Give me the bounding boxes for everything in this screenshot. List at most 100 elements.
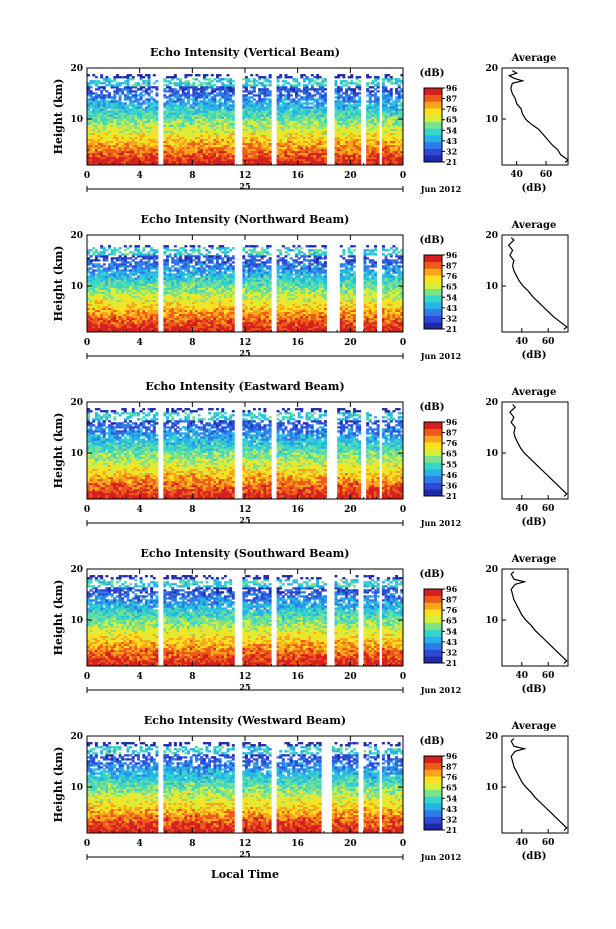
echo-cell	[353, 110, 356, 112]
echo-cell	[398, 139, 401, 141]
echo-cell	[292, 149, 295, 151]
echo-cell	[132, 302, 135, 304]
echo-cell	[390, 94, 393, 96]
echo-cell	[121, 125, 124, 127]
echo-cell	[211, 88, 214, 90]
echo-cell	[203, 127, 206, 129]
echo-cell	[169, 161, 172, 163]
echo-cell	[282, 139, 285, 141]
echo-cell	[90, 271, 93, 273]
echo-cell	[113, 149, 116, 151]
echo-cell	[192, 82, 195, 84]
echo-cell	[129, 271, 132, 273]
echo-cell	[279, 129, 282, 131]
echo-cell	[127, 318, 130, 320]
echo-cell	[166, 123, 169, 125]
echo-cell	[129, 123, 132, 125]
echo-cell	[374, 135, 377, 137]
echo-cell	[232, 131, 235, 133]
echo-cell	[269, 117, 272, 119]
beam-panel-0: Echo Intensity (Vertical Beam)0 4 8 12 16 20 0…	[52, 46, 568, 194]
echo-cell	[124, 98, 127, 100]
echo-cell	[129, 322, 132, 324]
echo-cell	[398, 161, 401, 163]
echo-cell	[113, 310, 116, 312]
echo-cell	[245, 139, 248, 141]
echo-cell	[216, 100, 219, 102]
echo-cell	[111, 151, 114, 153]
echo-cell	[229, 133, 232, 135]
echo-cell	[113, 117, 116, 119]
echo-cell	[392, 125, 395, 127]
echo-cell	[100, 328, 103, 330]
echo-cell	[395, 110, 398, 112]
echo-cell	[184, 117, 187, 119]
echo-cell	[308, 102, 311, 104]
echo-cell	[395, 129, 398, 131]
echo-cell	[127, 119, 130, 121]
echo-cell	[190, 127, 193, 129]
echo-cell	[221, 155, 224, 157]
echo-cell	[390, 92, 393, 94]
echo-cell	[229, 131, 232, 133]
echo-cell	[90, 161, 93, 163]
echo-cell	[103, 82, 106, 84]
echo-cell	[211, 143, 214, 145]
echo-cell	[95, 88, 98, 90]
echo-cell	[285, 157, 288, 159]
echo-cell	[111, 302, 114, 304]
echo-cell	[121, 137, 124, 139]
echo-cell	[256, 117, 259, 119]
echo-cell	[277, 88, 280, 90]
echo-cell	[155, 127, 158, 129]
echo-cell	[90, 304, 93, 306]
echo-cell	[298, 131, 301, 133]
echo-cell	[116, 279, 119, 281]
echo-cell	[211, 137, 214, 139]
echo-cell	[166, 129, 169, 131]
echo-cell	[198, 100, 201, 102]
echo-cell	[184, 123, 187, 125]
echo-cell	[203, 123, 206, 125]
echo-cell	[319, 131, 322, 133]
echo-cell	[208, 80, 211, 82]
echo-cell	[121, 261, 124, 263]
echo-cell	[385, 143, 388, 145]
echo-cell	[374, 159, 377, 161]
echo-cell	[216, 108, 219, 110]
echo-cell	[219, 139, 222, 141]
echo-cell	[316, 149, 319, 151]
echo-cell	[350, 119, 353, 121]
echo-cell	[100, 292, 103, 294]
echo-cell	[208, 94, 211, 96]
echo-cell	[124, 112, 127, 114]
echo-cell	[90, 322, 93, 324]
echo-cell	[282, 157, 285, 159]
echo-cell	[174, 155, 177, 157]
echo-cell	[308, 145, 311, 147]
echo-cell	[282, 123, 285, 125]
echo-cell	[245, 129, 248, 131]
echo-cell	[342, 96, 345, 98]
echo-cell	[287, 90, 290, 92]
echo-cell	[108, 131, 111, 133]
echo-cell	[195, 90, 198, 92]
echo-cell	[190, 119, 193, 121]
echo-cell	[324, 161, 327, 163]
echo-cell	[174, 151, 177, 153]
echo-cell	[92, 135, 95, 137]
echo-cell	[206, 112, 209, 114]
echo-cell	[371, 137, 374, 139]
echo-cell	[100, 121, 103, 123]
echo-cell	[306, 159, 309, 161]
echo-cell	[129, 151, 132, 153]
echo-cell	[269, 151, 272, 153]
echo-cell	[229, 127, 232, 129]
echo-cell	[279, 106, 282, 108]
echo-cell	[92, 96, 95, 98]
echo-cell	[203, 119, 206, 121]
echo-cell	[166, 86, 169, 88]
echo-cell	[256, 74, 259, 76]
echo-cell	[287, 155, 290, 157]
echo-cell	[227, 96, 230, 98]
